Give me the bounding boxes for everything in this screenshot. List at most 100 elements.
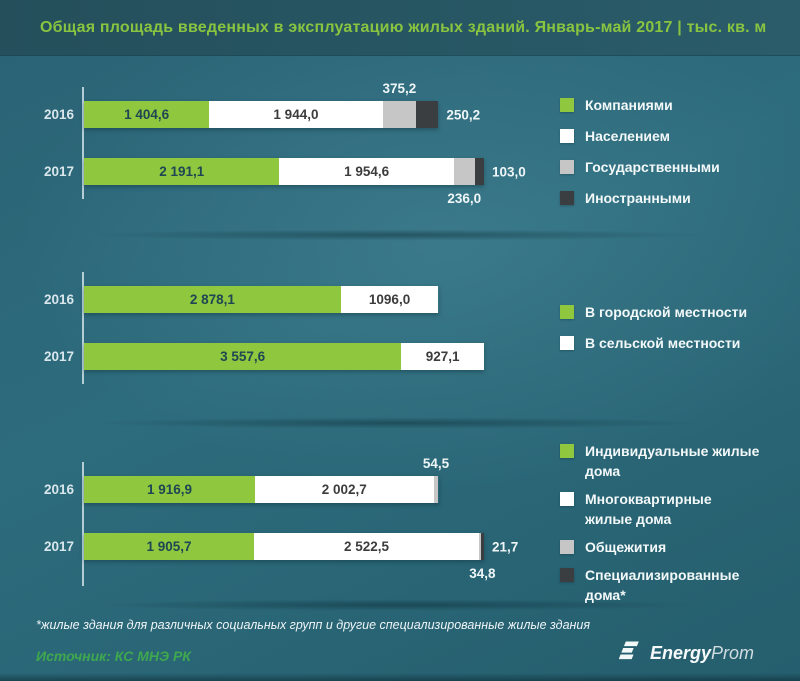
bar-row-2017: 2017 2 191,1 1 954,6 236,0 103,0 (44, 158, 526, 206)
value-label: 2 522,5 (343, 539, 389, 554)
legend: Компаниями Населением Государственными Инос… (560, 95, 778, 208)
bar-segment: 1 944,0 (209, 101, 383, 128)
bar-segment: 1 916,9 (84, 476, 255, 503)
legend-item: Населением (560, 126, 778, 146)
legend-swatch (560, 492, 574, 506)
panel-separator (10, 597, 790, 613)
legend: Индивидуальные жилые дома Многоквартирные… (560, 441, 778, 605)
legend-swatch (560, 305, 574, 319)
legend-label: Индивидуальные жилые дома (585, 443, 760, 479)
legend-item: В городской местности (560, 302, 778, 322)
year-label: 2016 (43, 107, 74, 122)
legend-item: Иностранными (560, 188, 778, 208)
year-label: 2016 (43, 292, 74, 307)
bar-segment: 927,1 (401, 343, 484, 370)
bar-track: 2 878,1 1096,0 (84, 286, 439, 313)
value-label: 375,2 (382, 81, 417, 96)
energyprom-logo: EnergyProm (618, 641, 754, 666)
value-label: 1 404,6 (124, 107, 170, 122)
bar-row-2016: 2016 1 404,6 1 944,0 375,2 250,2 (44, 81, 484, 128)
value-label: 250,2 (446, 107, 481, 122)
page-title: Общая площадь введенных в эксплуатацию ж… (40, 18, 767, 36)
value-label: 2 191,1 (159, 164, 205, 179)
legend-swatch (560, 98, 574, 112)
legend-swatch (560, 540, 574, 554)
bar-segment (416, 101, 439, 128)
bar-segment: 1 905,7 (84, 533, 254, 560)
bar-segment: 1 404,6 (84, 101, 210, 128)
logo-text: EnergyProm (650, 643, 754, 664)
value-label: 21,7 (492, 539, 519, 554)
legend-label: Общежития (585, 539, 667, 555)
legend-swatch (560, 568, 574, 582)
bar-segment (433, 476, 439, 503)
bar-segment: 2 191,1 (84, 158, 280, 185)
chart-panel-urban-rural: 2016 2 878,1 1096,0 2017 3 557,6 927,1 В горо… (0, 240, 800, 425)
chart-rows: 2016 1 404,6 1 944,0 375,2 250,2 2017 2 191,1 1… (44, 81, 526, 206)
panel-separator (10, 415, 790, 431)
bar-segment (453, 158, 475, 185)
header-bar: Общая площадь введенных в эксплуатацию ж… (0, 0, 800, 55)
legend-label: Компаниями (585, 97, 673, 113)
legend-swatch (560, 444, 574, 458)
bar-segment: 1 954,6 (279, 158, 454, 185)
bar-segment (478, 533, 481, 560)
footnote: *жилые здания для различных социальных г… (36, 618, 591, 632)
bar-segment: 2 878,1 (84, 286, 341, 313)
bar-row-2016: 2016 2 878,1 1096,0 (44, 286, 484, 313)
legend-label: Населением (585, 128, 670, 144)
legend-item: Компаниями (560, 95, 778, 115)
bar-segment: 2 522,5 (253, 533, 479, 560)
value-label: 3 557,6 (220, 349, 266, 364)
legend-label: Государственными (585, 159, 720, 175)
bar-segment (382, 101, 417, 128)
year-label: 2017 (43, 539, 74, 554)
value-label: 1 916,9 (146, 482, 192, 497)
value-label: 1 905,7 (146, 539, 192, 554)
panel-separator (10, 227, 790, 243)
year-label: 2017 (43, 349, 74, 364)
bar-track: 1 916,9 2 002,7 54,5 (84, 456, 449, 503)
value-label: 54,5 (422, 456, 450, 471)
legend: В городской местности В сельской местност… (560, 302, 778, 353)
year-label: 2016 (43, 482, 74, 497)
legend-swatch (560, 160, 574, 174)
legend-item: Специализированные дома* (560, 565, 778, 605)
value-label: 2 878,1 (189, 292, 235, 307)
legend-item: Многоквартирные жилые дома (560, 489, 778, 529)
value-label: 236,0 (447, 191, 482, 206)
bar-segment (480, 533, 484, 560)
bar-row-2017: 2017 1 905,7 2 522,5 21,7 34,8 (44, 533, 518, 581)
chart-rows: 2016 2 878,1 1096,0 2017 3 557,6 927,1 (44, 272, 484, 384)
source-note: Источник: КС МНЭ РК (36, 648, 191, 664)
energyprom-logo-icon (618, 641, 643, 666)
bar-track: 3 557,6 927,1 (84, 343, 484, 370)
legend-swatch (560, 336, 574, 350)
bar-track: 1 404,6 1 944,0 375,2 250,2 (84, 81, 480, 128)
legend-item: Общежития (560, 537, 778, 557)
chart-panel-building-types: 2016 1 916,9 2 002,7 54,5 2017 1 905,7 2 522,5… (0, 425, 800, 620)
legend-item: В сельской местности (560, 333, 778, 353)
legend-swatch (560, 129, 574, 143)
value-label: 1 954,6 (344, 164, 390, 179)
bar-segment: 3 557,6 (84, 343, 402, 370)
chart-panel-builders: 2016 1 404,6 1 944,0 375,2 250,2 2017 2 191,1 1… (0, 55, 800, 235)
bar-track: 1 905,7 2 522,5 21,7 34,8 (84, 533, 518, 581)
legend-label: В городской местности (585, 304, 748, 320)
value-label: 1096,0 (368, 292, 411, 307)
legend-label: Специализированные дома* (585, 567, 740, 603)
bar-segment (474, 158, 484, 185)
value-label: 34,8 (469, 566, 496, 581)
bar-row-2017: 2017 3 557,6 927,1 (44, 343, 484, 370)
legend-item: Государственными (560, 157, 778, 177)
legend-label: Многоквартирные жилые дома (585, 491, 712, 527)
bar-track: 2 191,1 1 954,6 236,0 103,0 (84, 158, 526, 206)
value-label: 103,0 (492, 164, 526, 179)
value-label: 2 002,7 (321, 482, 367, 497)
legend-label: В сельской местности (585, 335, 741, 351)
bar-row-2016: 2016 1 916,9 2 002,7 54,5 (44, 456, 484, 503)
bar-segment: 1096,0 (340, 286, 439, 313)
legend-label: Иностранными (585, 190, 691, 206)
year-label: 2017 (43, 164, 74, 179)
